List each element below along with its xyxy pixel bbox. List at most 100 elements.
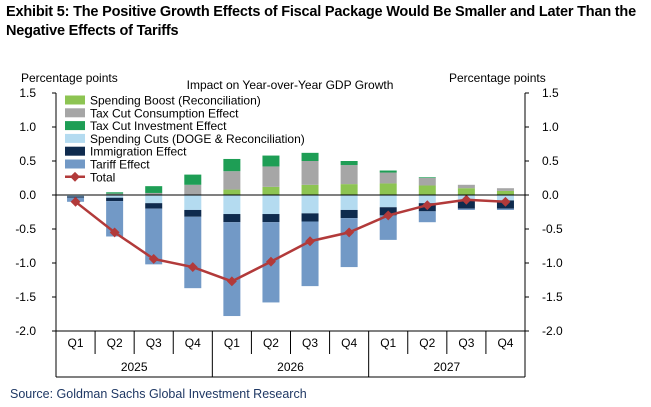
bar-segment <box>145 192 163 195</box>
y-axis-label-left: Percentage points <box>21 71 118 85</box>
source-note: Source: Goldman Sachs Global Investment … <box>10 387 307 401</box>
bars-group <box>67 152 514 317</box>
bar-segment <box>301 161 319 185</box>
total-marker <box>500 196 511 207</box>
bar-segment <box>223 171 241 190</box>
bar-segment <box>301 221 319 287</box>
bar-segment <box>379 172 397 184</box>
x-tick-label: Q1 <box>68 336 84 350</box>
y-tick-label-right: 0.0 <box>542 188 559 202</box>
bar-segment <box>379 215 397 240</box>
legend-label: Spending Cuts (DOGE & Reconciliation) <box>90 132 305 146</box>
x-tick-label: Q1 <box>380 336 396 350</box>
bar-segment <box>223 158 241 172</box>
y-tick-label-right: 1.0 <box>542 120 559 134</box>
y-tick-label-left: -1.0 <box>15 256 36 270</box>
legend-swatch <box>65 121 85 131</box>
bar-segment <box>184 216 202 289</box>
bar-segment <box>262 155 280 167</box>
bar-segment <box>379 195 397 208</box>
bar-segment <box>223 214 241 223</box>
x-tick-label: Q1 <box>224 336 240 350</box>
x-year-label: 2025 <box>121 360 148 374</box>
x-tick-label: Q4 <box>341 336 357 350</box>
bar-segment <box>340 161 358 166</box>
bar-segment <box>457 184 475 189</box>
bar-segment <box>496 188 514 191</box>
y-tick-label-left: -0.5 <box>15 222 36 236</box>
legend-label: Spending Boost (Reconciliation) <box>90 94 261 108</box>
bar-segment <box>457 208 475 210</box>
bar-segment <box>379 183 397 195</box>
y-tick-label-left: -2.0 <box>15 324 36 338</box>
bar-segment <box>223 189 241 195</box>
y-tick-label-left: 1.0 <box>19 120 36 134</box>
total-line-group <box>70 194 511 287</box>
total-marker <box>344 227 355 238</box>
bar-segment <box>184 195 202 210</box>
x-tick-label: Q3 <box>302 336 318 350</box>
x-tick-label: Q2 <box>419 336 435 350</box>
y-tick-label-left: 0.5 <box>19 154 36 168</box>
total-marker <box>305 236 315 247</box>
legend-swatch <box>65 159 85 169</box>
y-tick-label-left: 0.0 <box>19 188 36 202</box>
bar-segment <box>262 186 280 195</box>
bar-segment <box>418 211 436 223</box>
x-tick-label: Q3 <box>146 336 162 350</box>
total-marker <box>422 200 433 211</box>
legend-label: Tax Cut Consumption Effect <box>90 106 239 120</box>
bar-segment <box>418 185 436 195</box>
bar-segment <box>418 195 436 204</box>
legend-label: Immigration Effect <box>90 145 187 159</box>
bar-segment <box>67 195 85 197</box>
total-marker <box>226 276 237 287</box>
bar-segment <box>301 152 319 161</box>
bar-segment <box>145 186 163 193</box>
total-marker <box>70 196 81 207</box>
x-tick-label: Q4 <box>497 336 513 350</box>
bar-segment <box>301 195 319 214</box>
x-year-label: 2026 <box>277 360 304 374</box>
bar-segment <box>340 218 358 268</box>
x-year-label: 2027 <box>433 360 460 374</box>
bar-segment <box>496 208 514 210</box>
bar-segment <box>418 178 436 186</box>
y-tick-label-left: 1.5 <box>19 86 36 100</box>
y-tick-label-right: -1.5 <box>542 290 563 304</box>
bar-segment <box>106 192 124 194</box>
bar-segment <box>106 193 124 195</box>
chart-title: Impact on Year-over-Year GDP Growth <box>187 78 394 92</box>
legend-label: Tax Cut Investment Effect <box>90 119 227 133</box>
total-marker <box>266 256 276 267</box>
legend-total-marker <box>70 171 80 182</box>
total-marker <box>383 210 394 221</box>
y-tick-label-right: 1.5 <box>542 86 559 100</box>
legend-swatch <box>65 95 85 105</box>
bar-segment <box>262 195 280 215</box>
bar-segment <box>340 195 358 210</box>
x-tick-label: Q4 <box>185 336 201 350</box>
y-tick-label-right: -0.5 <box>542 222 563 236</box>
bar-segment <box>340 165 358 185</box>
y-tick-label-right: 0.5 <box>542 154 559 168</box>
bar-segment <box>262 214 280 223</box>
bar-segment <box>106 195 124 198</box>
y-axis-label-right: Percentage points <box>449 71 546 85</box>
total-line <box>74 198 506 283</box>
exhibit-title: Exhibit 5: The Positive Growth Effects o… <box>6 4 636 39</box>
bar-segment <box>223 195 241 215</box>
total-marker <box>461 194 472 205</box>
y-tick-label-left: -1.5 <box>15 290 36 304</box>
legend-swatch <box>65 133 85 143</box>
total-marker <box>109 227 120 238</box>
bar-segment <box>301 184 319 195</box>
bar-segment <box>145 195 163 204</box>
legend: Spending Boost (Reconciliation)Tax Cut C… <box>65 94 305 184</box>
bar-segment <box>145 208 163 265</box>
bar-segment <box>262 166 280 187</box>
total-marker <box>187 262 198 273</box>
bar-segment <box>379 170 397 173</box>
total-marker <box>148 253 159 264</box>
x-tick-label: Q3 <box>458 336 474 350</box>
